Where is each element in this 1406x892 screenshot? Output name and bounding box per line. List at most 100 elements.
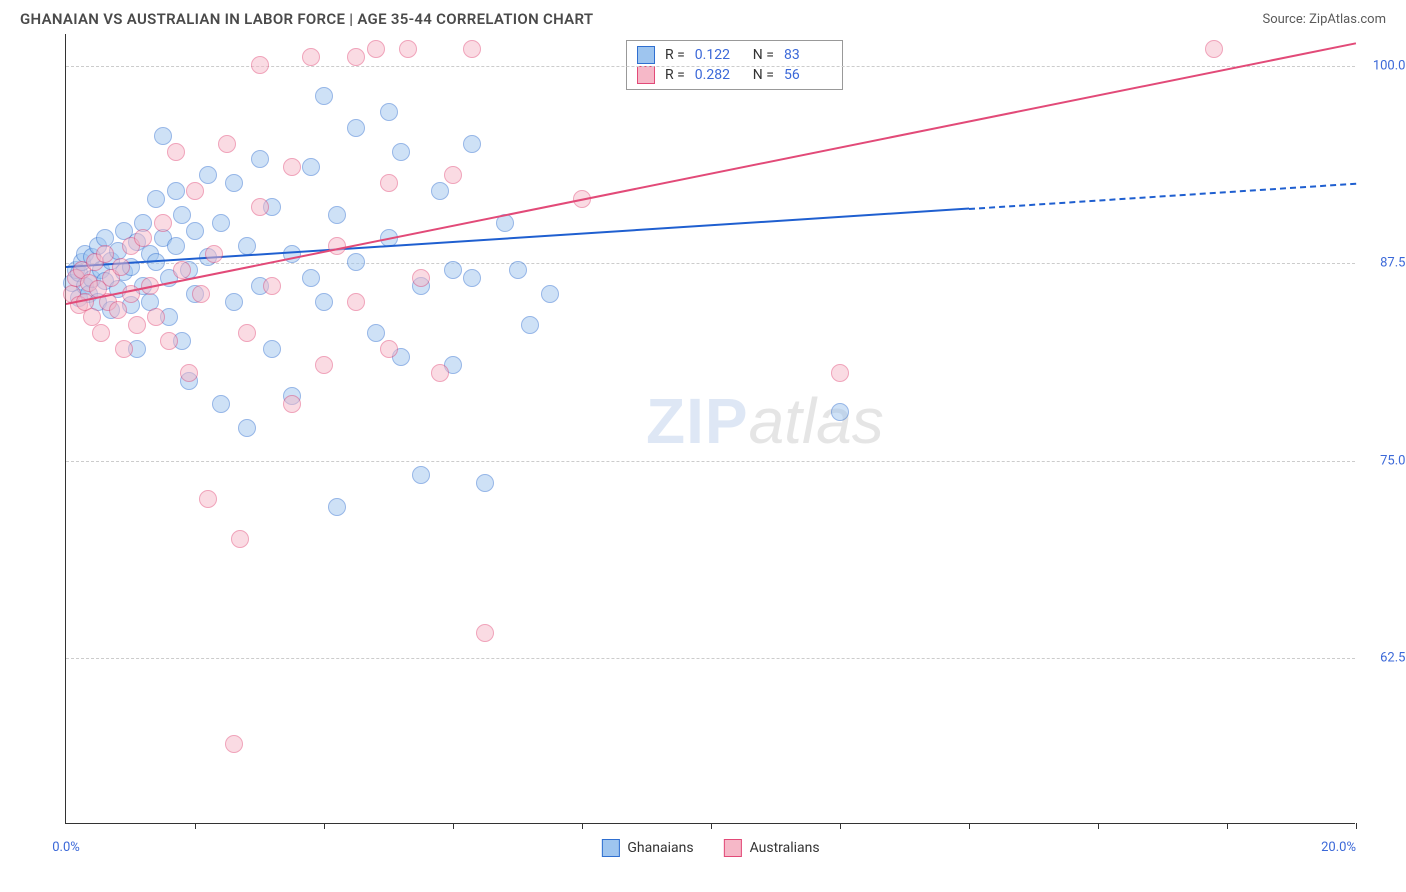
data-point: [302, 48, 320, 66]
data-point: [225, 293, 243, 311]
data-point: [147, 308, 165, 326]
watermark-atlas: atlas: [749, 385, 884, 457]
data-point: [463, 269, 481, 287]
data-point: [251, 150, 269, 168]
data-point: [112, 258, 130, 276]
data-point: [160, 332, 178, 350]
x-tick: [1098, 823, 1099, 829]
data-point: [218, 135, 236, 153]
stat-r-value: 0.282: [695, 67, 743, 83]
data-point: [380, 103, 398, 121]
data-point: [154, 127, 172, 145]
data-point: [283, 395, 301, 413]
series-legend-item: Australians: [724, 839, 820, 857]
data-point: [431, 182, 449, 200]
data-point: [186, 182, 204, 200]
trend-line: [66, 208, 969, 268]
plot-region: ZIPatlas R =0.122N =83R =0.282N =56 62.5…: [65, 34, 1355, 824]
x-tick: [840, 823, 841, 829]
data-point: [380, 174, 398, 192]
data-point: [315, 87, 333, 105]
data-point: [431, 364, 449, 382]
data-point: [315, 293, 333, 311]
legend-swatch: [724, 839, 742, 857]
x-tick: [582, 823, 583, 829]
data-point: [1205, 40, 1223, 58]
data-point: [831, 364, 849, 382]
data-point: [173, 206, 191, 224]
data-point: [212, 395, 230, 413]
data-point: [367, 324, 385, 342]
data-point: [225, 735, 243, 753]
data-point: [392, 143, 410, 161]
data-point: [328, 498, 346, 516]
data-point: [347, 293, 365, 311]
chart-source: Source: ZipAtlas.com: [1262, 12, 1386, 27]
stat-n-value: 83: [784, 47, 832, 63]
stat-n-label: N =: [753, 67, 774, 83]
data-point: [328, 206, 346, 224]
data-point: [128, 316, 146, 334]
stats-legend-row: R =0.122N =83: [637, 45, 832, 65]
data-point: [347, 48, 365, 66]
data-point: [263, 340, 281, 358]
data-point: [412, 466, 430, 484]
chart-header: GHANAIAN VS AUSTRALIAN IN LABOR FORCE | …: [0, 0, 1406, 34]
data-point: [444, 166, 462, 184]
data-point: [283, 158, 301, 176]
grid-line: [66, 461, 1355, 462]
legend-swatch: [637, 46, 655, 64]
x-tick: [1227, 823, 1228, 829]
data-point: [347, 253, 365, 271]
series-legend: Ghanaians Australians: [601, 839, 819, 857]
x-tick: [324, 823, 325, 829]
data-point: [238, 419, 256, 437]
data-point: [463, 135, 481, 153]
data-point: [192, 285, 210, 303]
stats-legend-row: R = 0.282 N = 56: [637, 65, 832, 85]
data-point: [347, 119, 365, 137]
data-point: [199, 490, 217, 508]
data-point: [147, 190, 165, 208]
data-point: [476, 624, 494, 642]
x-tick-label-left: 0.0%: [52, 840, 80, 855]
data-point: [367, 40, 385, 58]
legend-swatch: [601, 839, 619, 857]
y-tick-label: 100.0%: [1360, 58, 1406, 73]
data-point: [412, 269, 430, 287]
data-point: [302, 269, 320, 287]
data-point: [476, 474, 494, 492]
x-tick: [453, 823, 454, 829]
legend-swatch: [637, 66, 655, 84]
stat-r-label: R =: [665, 47, 685, 63]
stat-r-label: R =: [665, 67, 685, 83]
data-point: [167, 237, 185, 255]
data-point: [231, 530, 249, 548]
grid-line: [66, 658, 1355, 659]
data-point: [167, 143, 185, 161]
data-point: [238, 237, 256, 255]
data-point: [205, 245, 223, 263]
x-tick: [195, 823, 196, 829]
data-point: [463, 40, 481, 58]
stat-n-value: 56: [784, 67, 832, 83]
data-point: [180, 364, 198, 382]
data-point: [251, 56, 269, 74]
data-point: [92, 324, 110, 342]
data-point: [399, 40, 417, 58]
x-tick: [1356, 823, 1357, 829]
series-legend-label: Ghanaians: [627, 840, 693, 856]
data-point: [186, 222, 204, 240]
data-point: [263, 277, 281, 295]
data-point: [199, 166, 217, 184]
data-point: [238, 324, 256, 342]
data-point: [212, 214, 230, 232]
chart-title: GHANAIAN VS AUSTRALIAN IN LABOR FORCE | …: [20, 10, 593, 28]
watermark-zip: ZIP: [646, 385, 749, 457]
watermark: ZIPatlas: [646, 384, 884, 458]
series-legend-label: Australians: [750, 840, 820, 856]
data-point: [541, 285, 559, 303]
data-point: [509, 261, 527, 279]
data-point: [96, 245, 114, 263]
data-point: [109, 301, 127, 319]
